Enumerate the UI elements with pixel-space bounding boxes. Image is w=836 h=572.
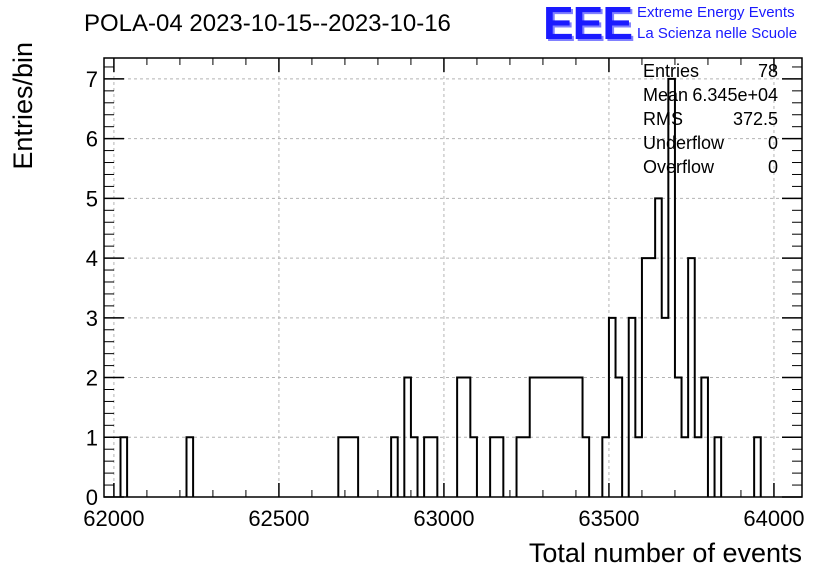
histogram-bin <box>517 437 530 497</box>
eee-logo-mark: EEE <box>543 0 633 49</box>
histogram-bin <box>642 258 655 497</box>
chart-title: POLA-04 2023-10-15--2023-10-16 <box>84 10 451 37</box>
y-tick-label: 2 <box>86 366 98 391</box>
x-tick-label: 63500 <box>578 506 639 531</box>
grid-lines <box>104 58 802 497</box>
y-tick-label: 7 <box>86 67 98 92</box>
stats-label: Overflow <box>643 157 715 177</box>
histogram-bin <box>635 437 642 497</box>
histogram-bin <box>338 437 358 497</box>
plot-frame <box>103 57 803 498</box>
histogram-bin <box>662 318 669 497</box>
x-axis-label: Total number of events <box>529 538 802 568</box>
x-tick-label: 63000 <box>413 506 474 531</box>
histogram-bin <box>457 378 470 497</box>
stats-label: Mean <box>643 85 688 105</box>
y-tick-label: 4 <box>86 246 98 271</box>
x-tick-label: 62000 <box>83 506 144 531</box>
logo-line-2: La Scienza nelle Scuole <box>637 25 798 42</box>
stats-value: 78 <box>758 61 778 81</box>
y-tick-label: 6 <box>86 127 98 152</box>
logo-line-1: Extreme Energy Events <box>637 4 795 21</box>
eee-logo: EEE Extreme Energy Events La Scienza nel… <box>543 0 833 49</box>
stats-label: RMS <box>643 109 683 129</box>
x-tick-label: 62500 <box>248 506 309 531</box>
stats-value: 0 <box>768 133 778 153</box>
axis-ticks <box>104 58 802 498</box>
histogram-bin <box>424 437 437 497</box>
y-tick-label: 1 <box>86 425 98 450</box>
y-axis-label: Entries/bin <box>8 42 38 170</box>
histogram-bin <box>695 437 702 497</box>
y-tick-label: 0 <box>86 485 98 510</box>
stats-value: 0 <box>768 157 778 177</box>
histogram-bin <box>490 437 503 497</box>
tick-labels: 62000 62500 63000 63500 64000 0 1 2 3 4 5 6 7 <box>83 67 804 531</box>
histogram-bin <box>530 378 583 497</box>
stats-label: Entries <box>643 61 699 81</box>
stats-value: 6.345e+04 <box>692 85 778 105</box>
x-tick-label: 64000 <box>743 506 804 531</box>
y-tick-label: 3 <box>86 306 98 331</box>
histogram-bin <box>682 437 689 497</box>
stats-label: Underflow <box>643 133 725 153</box>
y-tick-label: 5 <box>86 186 98 211</box>
stats-box: Entries 78 Mean 6.345e+04 RMS 372.5 Underflow 0… <box>643 61 778 177</box>
stats-value: 372.5 <box>733 109 778 129</box>
